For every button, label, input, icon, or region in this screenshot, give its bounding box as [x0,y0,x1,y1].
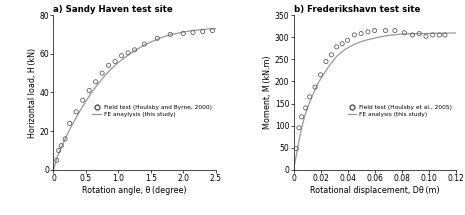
Point [131,48,138,52]
Point [199,30,206,33]
Point [79,98,86,102]
Point [298,115,306,118]
Point [53,158,60,162]
Point [105,64,113,67]
Point [92,80,100,84]
Point [351,33,358,37]
Point [99,71,106,75]
Point [66,122,73,125]
Point [358,32,365,35]
Point [344,38,351,42]
Text: a) Sandy Haven test site: a) Sandy Haven test site [53,5,173,14]
Y-axis label: Horizontal load, H (kN): Horizontal load, H (kN) [28,47,37,138]
Point [416,32,423,35]
Point [153,37,161,40]
Legend: Field test (Houlsby et al., 2005), FE analysis (this study): Field test (Houlsby et al., 2005), FE an… [346,104,453,118]
Point [58,144,65,147]
Point [322,60,330,63]
Point [422,35,430,38]
Point [112,60,119,63]
Point [429,33,437,37]
Point [441,33,449,37]
Point [302,106,309,110]
Point [409,33,416,37]
Point [371,29,379,32]
Point [118,54,125,57]
X-axis label: Rotational displacement, Dθ (m): Rotational displacement, Dθ (m) [310,186,439,195]
Point [73,110,80,114]
Point [328,53,335,57]
Point [55,149,62,152]
Y-axis label: Moment, M (kN.m): Moment, M (kN.m) [263,56,272,129]
Point [436,33,443,37]
Point [189,31,197,34]
Point [166,33,174,36]
Point [306,95,313,99]
Point [292,147,300,150]
Point [61,137,69,141]
Point [333,45,340,49]
Point [209,29,216,32]
Point [140,42,148,46]
Point [124,51,132,55]
X-axis label: Rotation angle, θ (degree): Rotation angle, θ (degree) [82,186,187,195]
Point [295,126,303,130]
Point [391,29,399,32]
Point [339,42,346,46]
Point [86,89,93,92]
Point [364,30,372,34]
Legend: Field test (Houlsby and Byrne, 2000), FE anaylysis (this study): Field test (Houlsby and Byrne, 2000), FE… [91,104,213,118]
Text: b) Frederikshavn test site: b) Frederikshavn test site [293,5,420,14]
Point [382,29,389,32]
Point [179,32,187,35]
Point [312,85,319,89]
Point [401,31,408,34]
Point [317,73,324,77]
